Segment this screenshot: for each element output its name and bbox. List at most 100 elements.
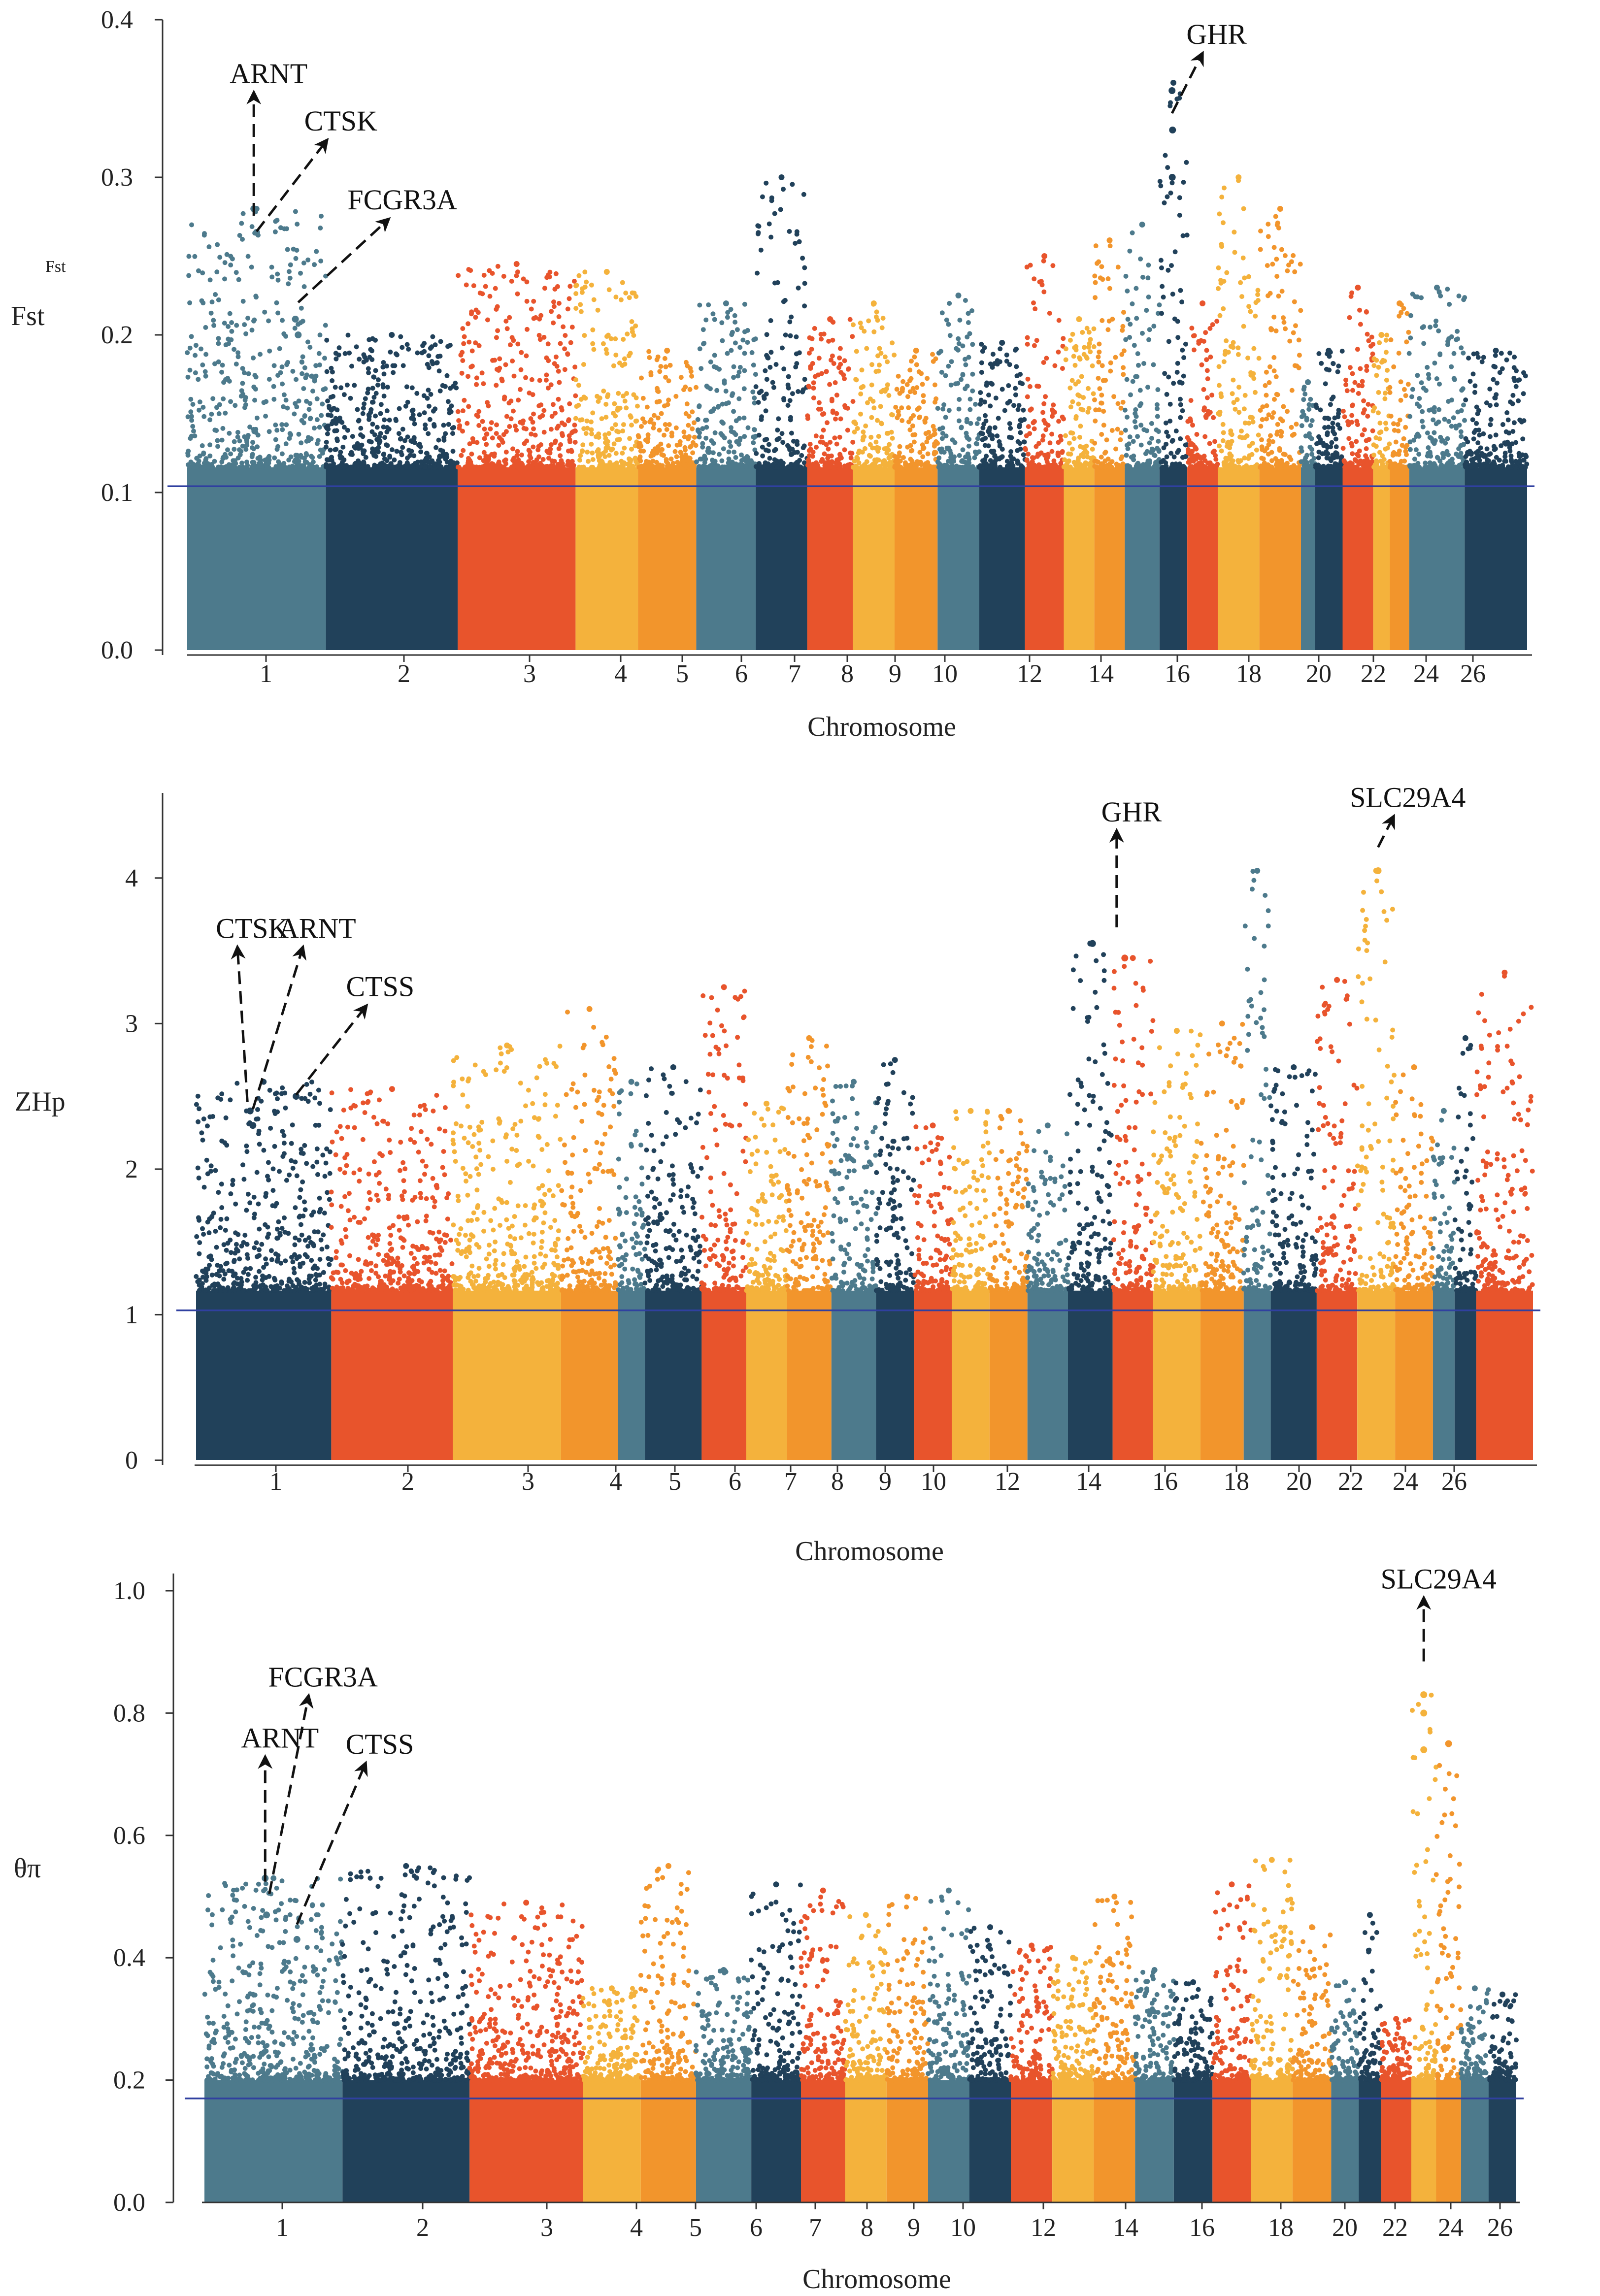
snp-point <box>669 464 675 470</box>
snp-point <box>1271 368 1277 373</box>
snp-point <box>732 449 737 455</box>
snp-point <box>1127 335 1133 340</box>
snp-point <box>215 444 221 449</box>
snp-point <box>690 426 695 431</box>
snp-point <box>1151 452 1157 458</box>
snp-point <box>1025 341 1030 347</box>
snp-point <box>1447 301 1452 307</box>
snp-point <box>1164 392 1169 397</box>
snp-point <box>655 464 660 470</box>
snp-point <box>814 445 819 450</box>
snp-point <box>1349 403 1355 408</box>
snp-point <box>578 417 583 423</box>
snp-point <box>854 349 859 354</box>
snp-point <box>456 273 461 278</box>
snp-point <box>187 367 193 373</box>
chromosome-9-body <box>853 467 895 650</box>
snp-point <box>1241 206 1246 211</box>
snp-point <box>263 414 268 419</box>
snp-point <box>368 407 374 412</box>
snp-point <box>1420 424 1426 429</box>
snp-point <box>537 415 543 420</box>
snp-point <box>722 381 727 386</box>
snp-point <box>459 370 465 376</box>
snp-point <box>195 1165 200 1171</box>
snp-point <box>834 441 839 447</box>
snp-point <box>192 254 198 259</box>
snp-point <box>464 282 469 288</box>
snp-point <box>768 234 774 240</box>
snp-point <box>1127 248 1133 254</box>
snp-point <box>807 442 813 447</box>
snp-point <box>481 450 487 455</box>
snp-point <box>1212 448 1217 454</box>
snp-point <box>1291 253 1296 258</box>
snp-point <box>1100 363 1105 368</box>
snp-point <box>224 1247 229 1253</box>
snp-point <box>1481 355 1486 360</box>
snp-point <box>933 399 937 405</box>
snp-point <box>657 369 663 374</box>
snp-point <box>1516 398 1521 403</box>
snp-point <box>1405 382 1411 387</box>
snp-point <box>329 455 334 460</box>
snp-point <box>705 446 711 451</box>
snp-point <box>578 302 583 307</box>
snp-point <box>882 354 888 360</box>
snp-point <box>298 1187 303 1192</box>
gene-label-fcgr3a: FCGR3A <box>347 184 457 216</box>
snp-point <box>314 441 320 446</box>
snp-point <box>859 385 864 390</box>
snp-point <box>1271 314 1277 320</box>
snp-point <box>200 1137 205 1143</box>
chromosome-12-body <box>979 467 1025 650</box>
snp-point <box>466 374 470 379</box>
snp-point <box>385 425 390 430</box>
x-tick-label: 5 <box>676 660 689 688</box>
snp-point <box>1376 364 1381 370</box>
snp-point <box>875 318 880 323</box>
snp-point <box>324 1146 330 1151</box>
snp-point <box>309 1258 314 1263</box>
snp-point <box>613 422 618 427</box>
snp-point <box>288 432 294 437</box>
snp-point <box>270 1188 276 1193</box>
snp-point <box>1082 345 1087 350</box>
x-tick-label: 22 <box>1361 660 1386 688</box>
snp-point <box>252 1212 257 1217</box>
snp-point <box>667 362 673 368</box>
snp-point <box>1121 365 1126 370</box>
snp-point <box>409 416 414 421</box>
snp-point <box>775 280 780 285</box>
snp-point <box>894 464 899 470</box>
snp-point <box>920 442 925 448</box>
snp-point <box>820 440 826 445</box>
snp-point <box>243 331 249 336</box>
snp-point <box>1459 388 1465 393</box>
snp-point <box>222 452 228 457</box>
snp-point <box>1475 440 1481 446</box>
snp-point <box>250 440 256 445</box>
snp-point <box>230 256 235 262</box>
snp-point <box>245 463 250 468</box>
snp-point <box>314 1146 320 1151</box>
snp-point <box>257 1247 262 1252</box>
snp-point <box>288 454 294 459</box>
snp-point <box>1147 327 1152 332</box>
snp-point <box>387 417 392 423</box>
snp-point <box>1007 434 1012 440</box>
snp-point <box>1115 264 1121 270</box>
snp-point <box>1406 351 1412 356</box>
snp-point <box>1109 459 1115 464</box>
snp-point <box>534 457 539 462</box>
snp-point <box>1445 436 1450 441</box>
snp-point <box>1523 453 1528 458</box>
snp-point <box>302 1143 307 1148</box>
snp-point <box>343 1227 348 1232</box>
snp-point <box>1111 394 1117 399</box>
snp-point <box>1432 430 1437 435</box>
snp-point <box>1125 446 1131 451</box>
snp-point <box>488 426 493 431</box>
snp-point <box>1349 461 1355 466</box>
snp-point <box>1256 432 1261 438</box>
